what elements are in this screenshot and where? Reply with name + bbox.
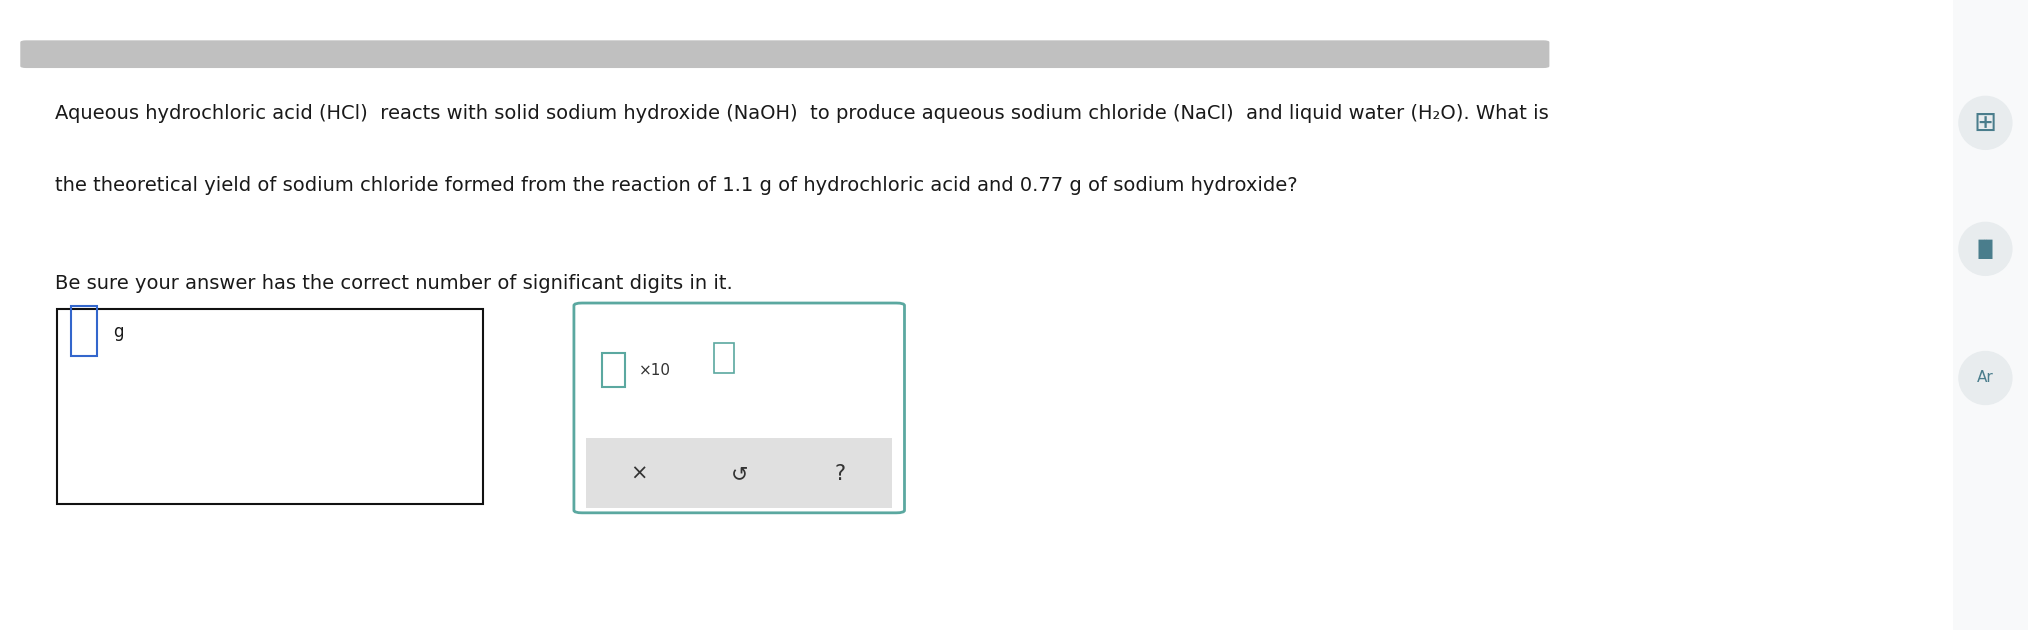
Ellipse shape (1959, 222, 2012, 275)
Text: ▐▌: ▐▌ (1971, 239, 2000, 258)
FancyBboxPatch shape (586, 438, 892, 508)
Text: ⊞: ⊞ (1973, 109, 1998, 137)
FancyBboxPatch shape (0, 0, 1953, 630)
Ellipse shape (1959, 352, 2012, 404)
FancyBboxPatch shape (574, 303, 904, 513)
Text: the theoretical yield of sodium chloride formed from the reaction of 1.1 g of hy: the theoretical yield of sodium chloride… (55, 176, 1298, 195)
Text: ?: ? (834, 464, 846, 484)
FancyBboxPatch shape (20, 40, 1549, 68)
Text: ×10: ×10 (639, 362, 671, 377)
Text: Ar: Ar (1977, 370, 1994, 386)
Text: Aqueous hydrochloric acid (HCl)  reacts with solid sodium hydroxide (NaOH)  to p: Aqueous hydrochloric acid (HCl) reacts w… (55, 104, 1549, 123)
Text: ↺: ↺ (730, 464, 748, 484)
Text: ×: × (631, 464, 647, 484)
Ellipse shape (1959, 96, 2012, 149)
FancyBboxPatch shape (57, 309, 483, 504)
Text: Be sure your answer has the correct number of significant digits in it.: Be sure your answer has the correct numb… (55, 274, 732, 293)
Text: g: g (114, 323, 124, 341)
